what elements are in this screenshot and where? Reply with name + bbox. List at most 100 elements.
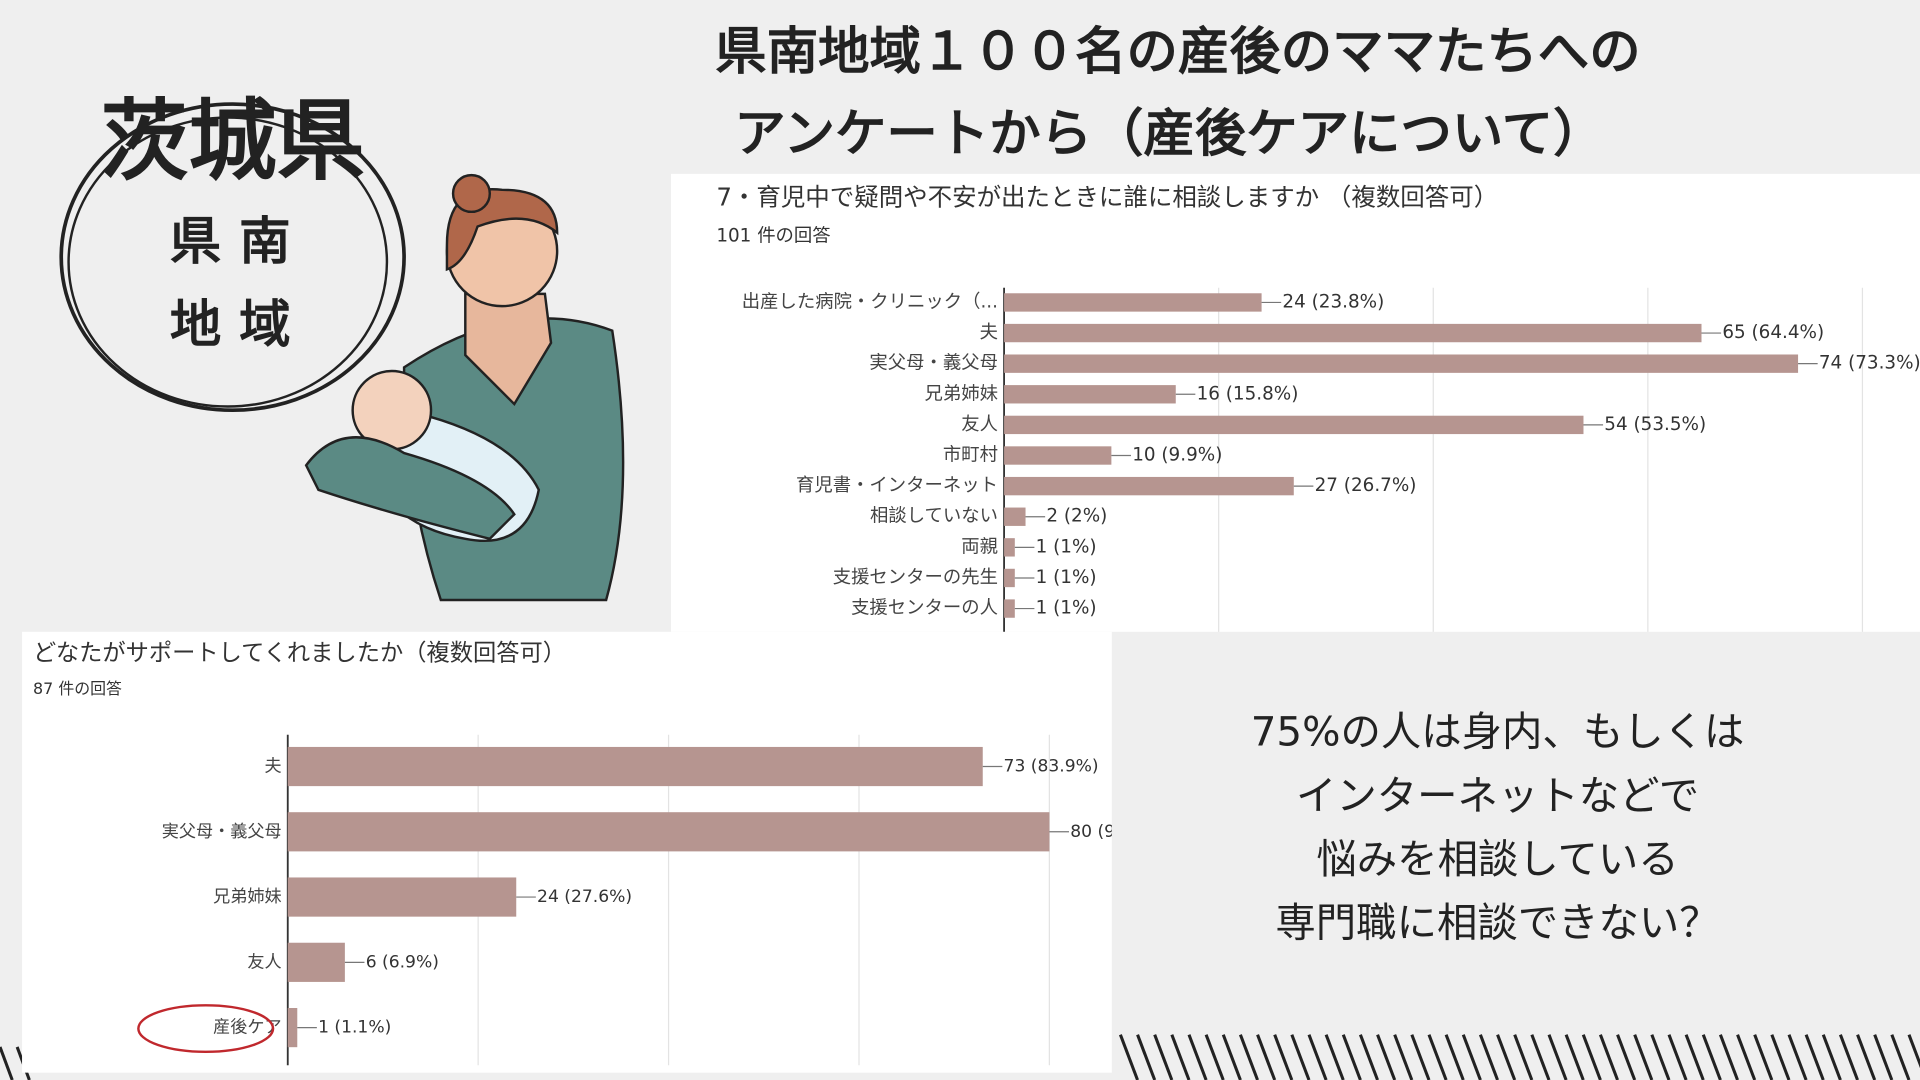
category-label: 支援センターの先生	[833, 567, 998, 588]
value-label: 1 (1.1%)	[318, 1018, 391, 1038]
hatch-stroke	[1513, 1034, 1534, 1080]
callout-line: 専門職に相談できない？	[1275, 899, 1719, 947]
title-line: 県南地域１００名の産後のママたちへの	[715, 22, 1640, 82]
hatch-stroke	[1753, 1034, 1774, 1080]
value-label: 6 (6.9%)	[366, 952, 439, 972]
callout-line: 悩みを相談している	[1316, 835, 1678, 883]
highlight-circle	[137, 1004, 275, 1054]
hatch-stroke	[1478, 1034, 1499, 1080]
hatch-stroke	[1153, 1034, 1174, 1080]
hatch-stroke	[1890, 1034, 1911, 1080]
category-label: 夫	[980, 322, 998, 343]
hatch-stroke	[1256, 1034, 1277, 1080]
hatch-stroke	[1136, 1034, 1157, 1080]
bar	[287, 746, 983, 787]
hatch-stroke	[1427, 1034, 1448, 1080]
bar	[287, 942, 345, 982]
category-label: 両親	[961, 536, 998, 557]
hatch-stroke	[1461, 1034, 1482, 1080]
hatch-stroke	[1530, 1034, 1551, 1080]
category-label: 実父母・義父母	[162, 822, 282, 842]
hatch-stroke	[1838, 1034, 1859, 1080]
bar	[1004, 599, 1015, 618]
hatch-stroke	[1856, 1034, 1877, 1080]
bar	[1004, 415, 1584, 435]
hatch-stroke	[1547, 1034, 1568, 1080]
hatch-stroke	[1598, 1034, 1619, 1080]
chart-title: 7・育児中で疑問や不安が出たときに誰に相談しますか （複数回答可）	[716, 182, 1498, 211]
hatch-stroke	[1118, 1034, 1139, 1080]
bar	[1004, 507, 1026, 526]
value-label: 16 (15.8%)	[1197, 383, 1299, 404]
badge: 茨城県 県 南 地 域	[59, 89, 406, 413]
bar	[287, 1008, 298, 1048]
hatch-stroke	[1684, 1034, 1705, 1080]
hatch-stroke	[1496, 1034, 1517, 1080]
value-label: 24 (23.8%)	[1282, 291, 1384, 312]
chart-subtitle: 87 件の回答	[33, 679, 122, 698]
hatch-stroke	[1273, 1034, 1294, 1080]
callout-line: 75%の人は身内、もしくは	[1251, 708, 1745, 756]
hatch-stroke	[1701, 1034, 1722, 1080]
hatch-stroke	[1204, 1034, 1225, 1080]
badge-title: 茨城県	[100, 89, 364, 192]
hatch-stroke	[1787, 1034, 1808, 1080]
bar	[1004, 385, 1176, 404]
hatch-stroke	[1581, 1034, 1602, 1080]
hatch-stroke	[1358, 1034, 1379, 1080]
hatch-stroke	[1736, 1034, 1757, 1080]
category-label: 夫	[265, 757, 282, 777]
category-label: 出産した病院・クリニック（...	[742, 291, 998, 312]
bar	[1004, 538, 1015, 557]
callout: 75%の人は身内、もしくは インターネットなどで 悩みを相談している 専門職に相…	[1251, 708, 1745, 947]
chart: 7・育児中で疑問や不安が出たときに誰に相談しますか （複数回答可） 101 件の回…	[716, 182, 1920, 632]
badge-region: 地 域	[170, 295, 291, 355]
bar	[287, 812, 1050, 852]
bar	[1004, 323, 1702, 343]
hatch-stroke	[1770, 1034, 1791, 1080]
chart-title: どなたがサポートしてくれましたか（複数回答可）	[33, 639, 566, 666]
hatch-stroke	[1410, 1034, 1431, 1080]
hatch-stroke	[1873, 1034, 1894, 1080]
hatch-stroke	[1667, 1034, 1688, 1080]
category-label: 友人	[247, 952, 281, 972]
hatch-stroke	[1221, 1034, 1242, 1080]
hatch-stroke	[1324, 1034, 1345, 1080]
chart-subtitle: 101 件の回答	[716, 225, 830, 246]
hatch-stroke	[1187, 1034, 1208, 1080]
value-label: 10 (9.9%)	[1132, 445, 1222, 466]
badge-region: 県 南	[170, 212, 291, 272]
hatch-stroke	[1804, 1034, 1825, 1080]
value-label: 2 (2%)	[1046, 506, 1107, 527]
category-label: 兄弟姉妹	[213, 887, 282, 907]
value-label: 65 (64.4%)	[1722, 322, 1824, 343]
value-label: 1 (1%)	[1036, 598, 1097, 619]
badge-ring	[67, 116, 389, 408]
badge-ring	[59, 102, 406, 413]
category-label: 相談していない	[870, 506, 998, 527]
value-label: 27 (26.7%)	[1315, 475, 1417, 496]
value-label: 80 (92%)	[1070, 822, 1149, 842]
hatch-stroke	[1907, 1034, 1920, 1069]
category-label: 育児書・インターネット	[796, 475, 998, 496]
value-label: 74 (73.3%)	[1819, 353, 1920, 374]
hatch-stroke	[1650, 1034, 1671, 1080]
value-label: 1 (1%)	[1036, 567, 1097, 588]
category-label: 市町村	[943, 445, 998, 466]
value-label: 54 (53.5%)	[1604, 414, 1706, 435]
value-label: 1 (1%)	[1036, 536, 1097, 557]
hatch-stroke	[1238, 1034, 1259, 1080]
hatch-stroke	[0, 1046, 14, 1080]
bar	[1004, 568, 1015, 588]
hatch-stroke	[1616, 1034, 1637, 1080]
hatch-stroke	[1564, 1034, 1585, 1080]
value-label: 73 (83.9%)	[1004, 757, 1099, 777]
hatch-decoration	[0, 1034, 1920, 1080]
hatch-stroke	[1444, 1034, 1465, 1080]
callout-line: インターネットなどで	[1296, 771, 1699, 819]
bar	[1004, 446, 1112, 465]
bar	[1004, 476, 1294, 496]
